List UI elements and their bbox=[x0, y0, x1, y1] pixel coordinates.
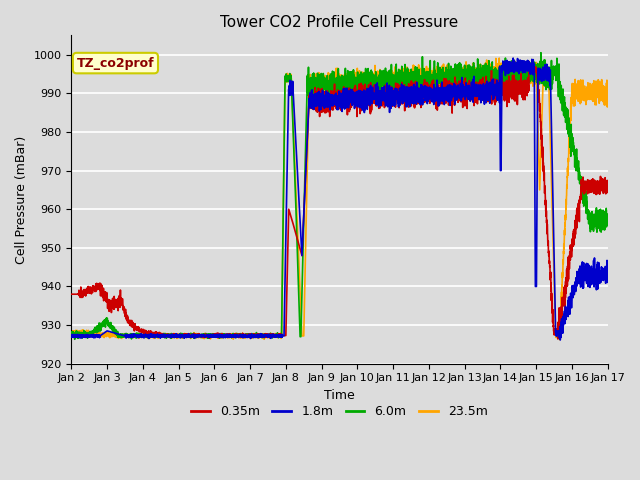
Text: TZ_co2prof: TZ_co2prof bbox=[77, 57, 154, 70]
Title: Tower CO2 Profile Cell Pressure: Tower CO2 Profile Cell Pressure bbox=[220, 15, 458, 30]
X-axis label: Time: Time bbox=[324, 389, 355, 402]
Y-axis label: Cell Pressure (mBar): Cell Pressure (mBar) bbox=[15, 135, 28, 264]
Legend: 0.35m, 1.8m, 6.0m, 23.5m: 0.35m, 1.8m, 6.0m, 23.5m bbox=[186, 400, 493, 423]
